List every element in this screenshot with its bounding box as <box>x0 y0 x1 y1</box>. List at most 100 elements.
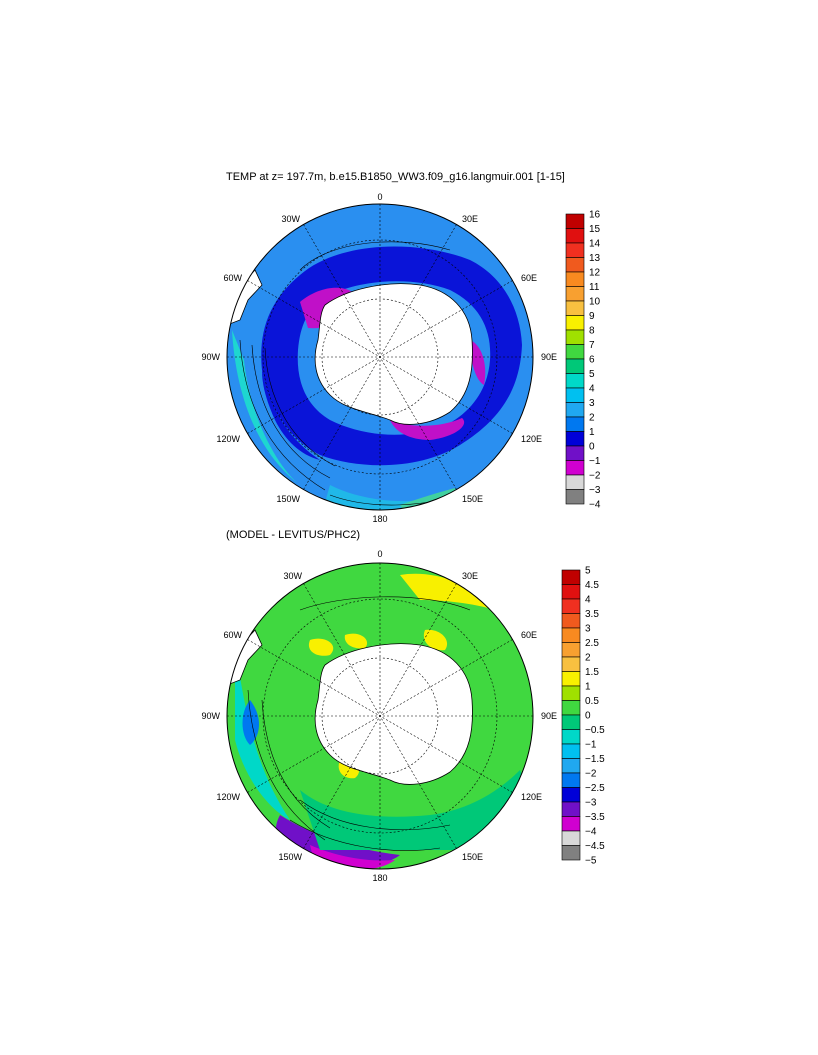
map-1-colorbar-label: 0 <box>589 442 595 453</box>
map-1-lon-label-120w: 120W <box>216 434 240 444</box>
map-2-colorbar-swatch <box>561 729 581 745</box>
map-2-west-blob <box>242 700 259 745</box>
map-1-colorbar-label: −2 <box>589 471 601 482</box>
map-1-polar-plot: 0 30E 60E 90E 120E 150E 180 150W 120W 90… <box>201 192 557 524</box>
map-2-yellow-patch-2 <box>344 633 368 649</box>
map-2-colorbar-swatch <box>561 569 581 585</box>
map-2-colorbar-label: 0 <box>585 711 591 722</box>
map-2-colorbar-label: −0.5 <box>585 725 605 736</box>
map-1-colorbar-swatch <box>565 387 585 403</box>
map-2-lon-label-150w: 150W <box>278 852 302 862</box>
map-2-colorbar-label: 1 <box>585 682 591 693</box>
map-1-colorbar-swatch <box>565 300 585 316</box>
map-2-lon-label-120w: 120W <box>216 792 240 802</box>
map-2-colorbar-label: 1.5 <box>585 667 599 678</box>
map-2-colorbar-label: −3 <box>585 798 597 809</box>
map-1-colorbar-label: −3 <box>589 485 601 496</box>
map-2-title: (MODEL - LEVITUS/PHC2) <box>226 529 361 541</box>
map-1-colorbar-label: 7 <box>589 340 595 351</box>
map-2-lon-label-90e: 90E <box>541 711 557 721</box>
map-1-lon-label-60e: 60E <box>521 273 537 283</box>
map-2-colorbar-label: 4 <box>585 595 591 606</box>
map-2-colorbar-label: −4.5 <box>585 841 605 852</box>
map-1-colorbar-swatch <box>565 286 585 302</box>
map-1-colorbar-label: 10 <box>589 297 601 308</box>
map-2-lon-label-60w: 60W <box>223 630 242 640</box>
map-2-colorbar-swatch <box>561 627 581 643</box>
map-1-lon-label-90w: 90W <box>201 352 220 362</box>
map-2-lon-label-30e: 30E <box>462 571 478 581</box>
map-2-lon-label-90w: 90W <box>201 711 220 721</box>
map-2-lon-label-0: 0 <box>377 549 382 559</box>
map-2-colorbar-label: −5 <box>585 856 597 867</box>
map-1-lon-label-180: 180 <box>372 514 387 524</box>
map-1-colorbar-swatch <box>565 445 585 461</box>
map-2-colorbar-swatch <box>561 598 581 614</box>
map-1-colorbar-label: 15 <box>589 224 601 235</box>
map-2-colorbar-swatch <box>561 656 581 672</box>
map-2-colorbar: 5 4.5 4 3.5 3 2.5 2 1.5 1 0.5 0 −0.5 −1 −1.5 −2 −2.5 −3 −… <box>561 566 605 867</box>
map-1-lon-label-150w: 150W <box>276 494 300 504</box>
map-1-colorbar-label: 6 <box>589 355 595 366</box>
map-1-lon-label-0: 0 <box>377 192 382 202</box>
map-2-north-yellow <box>400 573 495 610</box>
map-2-colorbar-swatch <box>561 714 581 730</box>
map-1-lon-label-120e: 120E <box>521 434 542 444</box>
map-1-colorbar-swatch <box>565 242 585 258</box>
map-1-colorbar-label: 4 <box>589 384 595 395</box>
map-2-south-america <box>227 629 263 686</box>
map-2-polar-plot: 0 30E 60E 90E 120E 150E 180 150W 120W 90… <box>201 549 557 883</box>
map-2-colorbar-swatch <box>561 743 581 759</box>
map-1-colorbar-swatch <box>565 344 585 360</box>
map-2-colorbar-swatch <box>561 845 581 861</box>
map-1-colorbar-swatch <box>565 271 585 287</box>
map-2-colorbar-label: −3.5 <box>585 812 605 823</box>
map-2-ring-light <box>300 770 533 850</box>
map-1-colorbar-label: 14 <box>589 239 601 250</box>
map-1-colorbar-label: 9 <box>589 311 595 322</box>
map-1-lon-label-90e: 90E <box>541 352 557 362</box>
map-2-colorbar-swatch <box>561 584 581 600</box>
map-2-colorbar-label: −2 <box>585 769 597 780</box>
map-2-colorbar-swatch <box>561 671 581 687</box>
map-1-antarctica <box>314 283 473 425</box>
map-2-colorbar-swatch <box>561 816 581 832</box>
map-2-colorbar-label: 5 <box>585 566 591 577</box>
map-2-colorbar-swatch <box>561 787 581 803</box>
map-1-colorbar-label: 1 <box>589 427 595 438</box>
map-2-colorbar-swatch <box>561 613 581 629</box>
map-1-cold-tongue <box>262 370 320 460</box>
map-2-yellow-patch-1 <box>308 638 334 656</box>
map-1-colorbar-swatch <box>565 460 585 476</box>
map-1-colorbar-swatch <box>565 358 585 374</box>
map-2-colorbar-label: −1.5 <box>585 754 605 765</box>
map-1-lon-label-30e: 30E <box>462 214 478 224</box>
map-1-colorbar-swatch <box>565 329 585 345</box>
map-2-colorbar-label: 3 <box>585 624 591 635</box>
map-1-title: TEMP at z= 197.7m, b.e15.B1850_WW3.f09_g… <box>226 171 565 183</box>
map-2-colorbar-swatch <box>561 801 581 817</box>
map-1-colorbar-label: 11 <box>589 282 600 293</box>
map-1-south-america <box>227 269 263 326</box>
map-2-colorbar-swatch <box>561 700 581 716</box>
map-2-colorbar-label: 2 <box>585 653 591 664</box>
map-1-colorbar-swatch <box>565 489 585 505</box>
map-1-colorbar-label: −1 <box>589 456 601 467</box>
map-2-colorbar-swatch <box>561 772 581 788</box>
map-1-lon-label-60w: 60W <box>223 273 242 283</box>
map-1-colorbar-swatch <box>565 315 585 331</box>
map-1-colorbar-swatch <box>565 474 585 490</box>
map-2-colorbar-label: 3.5 <box>585 609 599 620</box>
map-1-colorbar-swatch <box>565 213 585 229</box>
map-2-lon-label-150e: 150E <box>462 852 483 862</box>
map-1-colorbar-label: 3 <box>589 398 595 409</box>
map-2-lon-label-60e: 60E <box>521 630 537 640</box>
map-2-colorbar-label: 4.5 <box>585 580 599 591</box>
map-2-colorbar-label: −4 <box>585 827 597 838</box>
map-1-colorbar-label: 8 <box>589 326 595 337</box>
map-2-colorbar-label: 0.5 <box>585 696 599 707</box>
map-1-colorbar-label: 16 <box>589 210 601 221</box>
map-1-colorbar-swatch <box>565 228 585 244</box>
